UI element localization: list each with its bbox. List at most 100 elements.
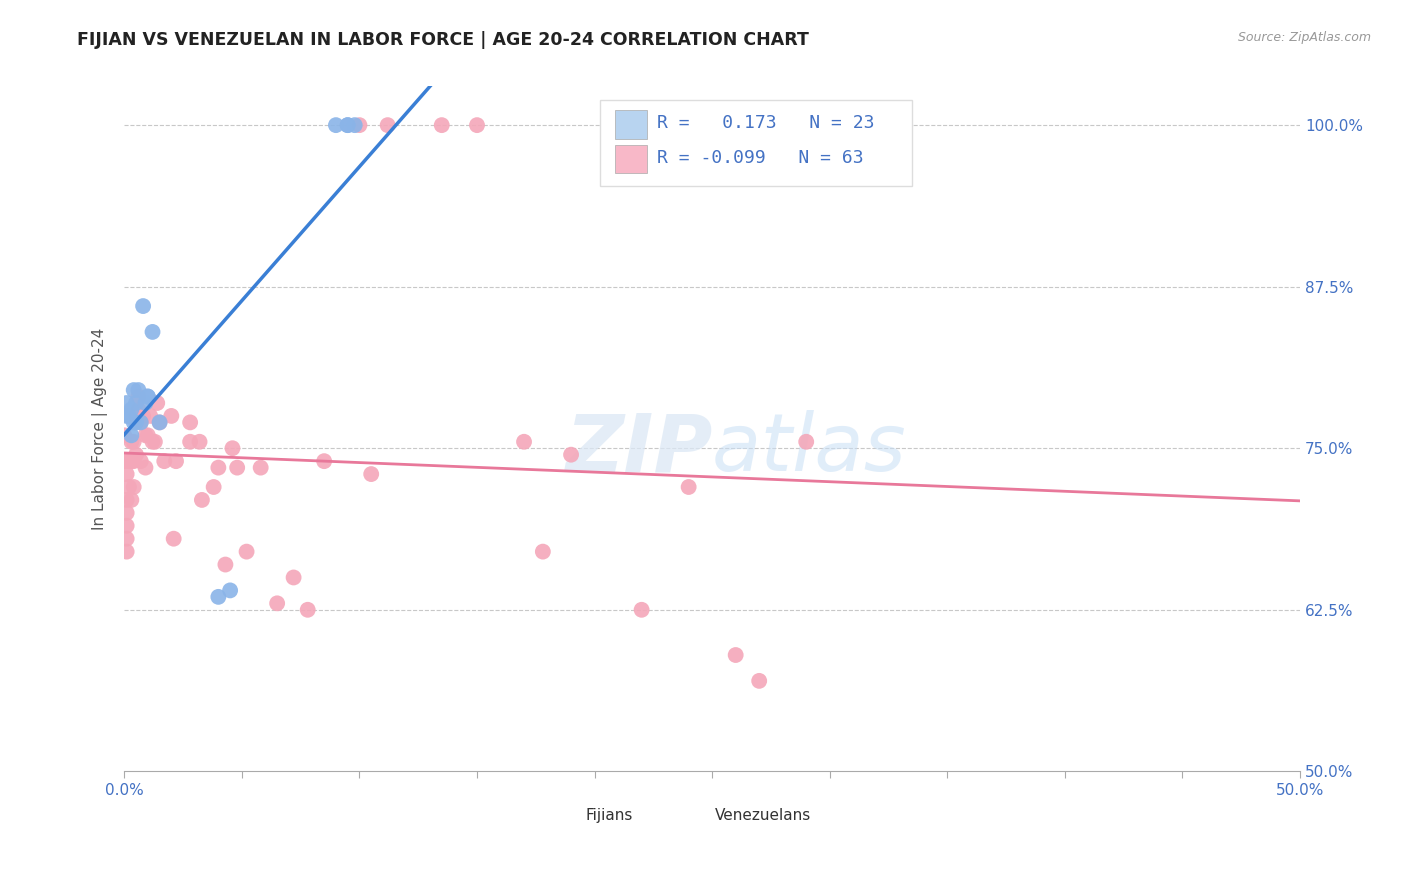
Point — [360, 467, 382, 481]
Text: atlas: atlas — [713, 410, 907, 489]
Point — [724, 648, 747, 662]
Point — [112, 428, 135, 442]
Point — [531, 544, 554, 558]
Point — [219, 583, 242, 598]
Text: ZIP: ZIP — [565, 410, 713, 489]
Point — [336, 118, 359, 132]
Point — [141, 434, 163, 449]
FancyBboxPatch shape — [541, 805, 575, 826]
Point — [148, 416, 170, 430]
FancyBboxPatch shape — [600, 100, 912, 186]
Point — [112, 454, 135, 468]
Point — [143, 434, 166, 449]
Point — [179, 434, 201, 449]
Point — [139, 409, 162, 423]
Point — [122, 416, 145, 430]
Point — [132, 409, 155, 423]
Point — [202, 480, 225, 494]
Point — [132, 299, 155, 313]
Point — [127, 383, 149, 397]
Point — [120, 434, 142, 449]
Point — [127, 402, 149, 417]
Point — [122, 383, 145, 397]
Point — [513, 434, 536, 449]
FancyBboxPatch shape — [671, 805, 704, 826]
Point — [165, 454, 187, 468]
Point — [163, 532, 186, 546]
Point — [266, 596, 288, 610]
Point — [748, 673, 770, 688]
Point — [283, 570, 305, 584]
Text: Venezuelans: Venezuelans — [714, 808, 811, 823]
Point — [125, 396, 148, 410]
Point — [136, 390, 159, 404]
Point — [136, 428, 159, 442]
Point — [115, 518, 138, 533]
Point — [430, 118, 453, 132]
Point — [125, 448, 148, 462]
Point — [207, 460, 229, 475]
Point — [349, 118, 371, 132]
Point — [221, 442, 243, 456]
Point — [115, 532, 138, 546]
Point — [146, 396, 169, 410]
Point — [115, 492, 138, 507]
Point — [134, 428, 156, 442]
Point — [207, 590, 229, 604]
FancyBboxPatch shape — [614, 145, 648, 173]
Point — [794, 434, 817, 449]
Point — [188, 434, 211, 449]
Point — [141, 325, 163, 339]
Point — [122, 454, 145, 468]
Point — [115, 467, 138, 481]
Point — [118, 409, 141, 423]
Point — [678, 480, 700, 494]
Point — [226, 460, 249, 475]
Point — [120, 492, 142, 507]
Point — [191, 492, 214, 507]
Point — [115, 409, 138, 423]
FancyBboxPatch shape — [614, 111, 648, 139]
Point — [134, 396, 156, 410]
Point — [235, 544, 257, 558]
Point — [314, 454, 336, 468]
Point — [120, 454, 142, 468]
Point — [179, 416, 201, 430]
Point — [118, 480, 141, 494]
Point — [136, 390, 159, 404]
Point — [115, 506, 138, 520]
Point — [120, 428, 142, 442]
Point — [336, 118, 359, 132]
Point — [249, 460, 271, 475]
Point — [125, 416, 148, 430]
Point — [630, 603, 652, 617]
Text: Source: ZipAtlas.com: Source: ZipAtlas.com — [1237, 31, 1371, 45]
Point — [134, 460, 156, 475]
Point — [125, 409, 148, 423]
Text: R =   0.173   N = 23: R = 0.173 N = 23 — [657, 113, 875, 132]
Point — [148, 416, 170, 430]
Point — [127, 390, 149, 404]
Y-axis label: In Labor Force | Age 20-24: In Labor Force | Age 20-24 — [93, 327, 108, 530]
Text: FIJIAN VS VENEZUELAN IN LABOR FORCE | AGE 20-24 CORRELATION CHART: FIJIAN VS VENEZUELAN IN LABOR FORCE | AG… — [77, 31, 810, 49]
Point — [214, 558, 236, 572]
Point — [120, 402, 142, 417]
Point — [153, 454, 176, 468]
Text: Fijians: Fijians — [585, 808, 633, 823]
Point — [129, 416, 152, 430]
Point — [122, 480, 145, 494]
Point — [160, 409, 183, 423]
Point — [115, 396, 138, 410]
Point — [122, 434, 145, 449]
Point — [560, 448, 582, 462]
Point — [129, 454, 152, 468]
Point — [343, 118, 366, 132]
Point — [325, 118, 347, 132]
Text: R = -0.099   N = 63: R = -0.099 N = 63 — [657, 149, 863, 168]
Point — [297, 603, 319, 617]
Point — [115, 544, 138, 558]
Point — [377, 118, 399, 132]
Point — [129, 416, 152, 430]
Point — [465, 118, 488, 132]
Point — [118, 454, 141, 468]
